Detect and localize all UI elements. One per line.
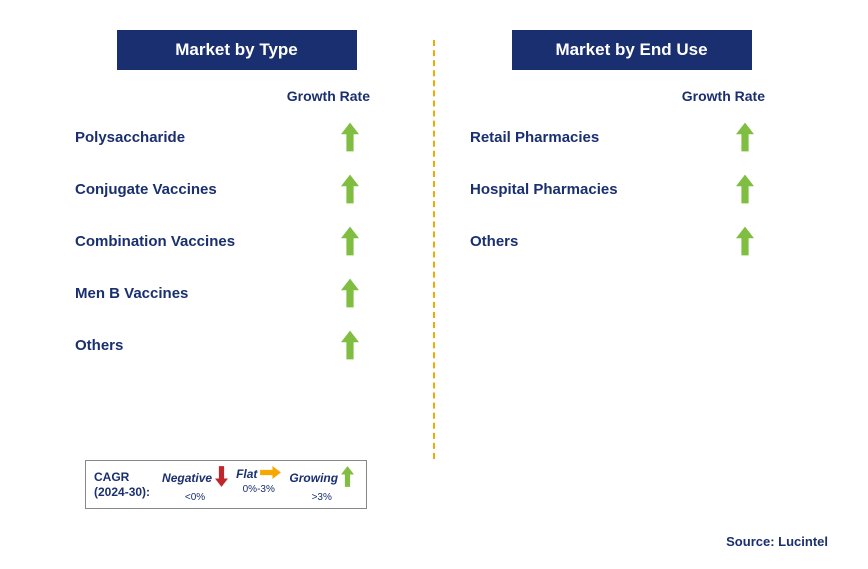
- right-panel: Market by End Use Growth Rate Retail Pha…: [435, 30, 828, 549]
- legend-range: 0%-3%: [243, 484, 275, 495]
- legend-range: <0%: [185, 492, 205, 503]
- row-label: Men B Vaccines: [75, 285, 188, 302]
- cagr-legend: CAGR (2024-30): Negative <0% Flat 0%-3% Grow…: [85, 460, 367, 509]
- left-col-header: Growth Rate: [65, 88, 408, 104]
- growth-arrow-icon: [337, 330, 363, 360]
- data-row: Conjugate Vaccines: [65, 174, 408, 204]
- right-col-header: Growth Rate: [460, 88, 803, 104]
- neg-arrow-icon: [215, 466, 228, 490]
- left-rows: Polysaccharide Conjugate Vaccines Combinat…: [65, 122, 408, 360]
- data-row: Polysaccharide: [65, 122, 408, 152]
- data-row: Others: [460, 226, 803, 256]
- row-label: Combination Vaccines: [75, 233, 235, 250]
- cagr-period: (2024-30):: [94, 485, 150, 499]
- right-rows: Retail Pharmacies Hospital Pharmacies Othe…: [460, 122, 803, 256]
- legend-label: Growing: [289, 471, 338, 485]
- growth-arrow-icon: [732, 174, 758, 204]
- cagr-label: CAGR (2024-30):: [94, 470, 150, 499]
- grow-arrow-icon: [341, 466, 354, 490]
- row-label: Others: [75, 337, 123, 354]
- legend-label: Flat: [236, 467, 257, 481]
- growth-arrow-icon: [732, 122, 758, 152]
- legend-item: Negative <0%: [162, 466, 228, 503]
- legend-range: >3%: [312, 492, 332, 503]
- row-label: Hospital Pharmacies: [470, 181, 618, 198]
- left-panel-title: Market by Type: [117, 30, 357, 70]
- growth-arrow-icon: [337, 174, 363, 204]
- row-label: Conjugate Vaccines: [75, 181, 217, 198]
- growth-arrow-icon: [732, 226, 758, 256]
- data-row: Hospital Pharmacies: [460, 174, 803, 204]
- source-text: Source: Lucintel: [726, 534, 828, 549]
- flat-arrow-icon: [260, 466, 281, 482]
- legend-item: Growing >3%: [289, 466, 354, 503]
- cagr-text: CAGR: [94, 470, 129, 484]
- data-row: Retail Pharmacies: [460, 122, 803, 152]
- row-label: Polysaccharide: [75, 129, 185, 146]
- legend-item: Flat 0%-3%: [236, 466, 281, 503]
- data-row: Combination Vaccines: [65, 226, 408, 256]
- row-label: Retail Pharmacies: [470, 129, 599, 146]
- right-panel-title: Market by End Use: [512, 30, 752, 70]
- growth-arrow-icon: [337, 278, 363, 308]
- row-label: Others: [470, 233, 518, 250]
- legend-label: Negative: [162, 471, 212, 485]
- legend-items: Negative <0% Flat 0%-3% Growing >3%: [158, 466, 358, 503]
- data-row: Men B Vaccines: [65, 278, 408, 308]
- growth-arrow-icon: [337, 122, 363, 152]
- data-row: Others: [65, 330, 408, 360]
- growth-arrow-icon: [337, 226, 363, 256]
